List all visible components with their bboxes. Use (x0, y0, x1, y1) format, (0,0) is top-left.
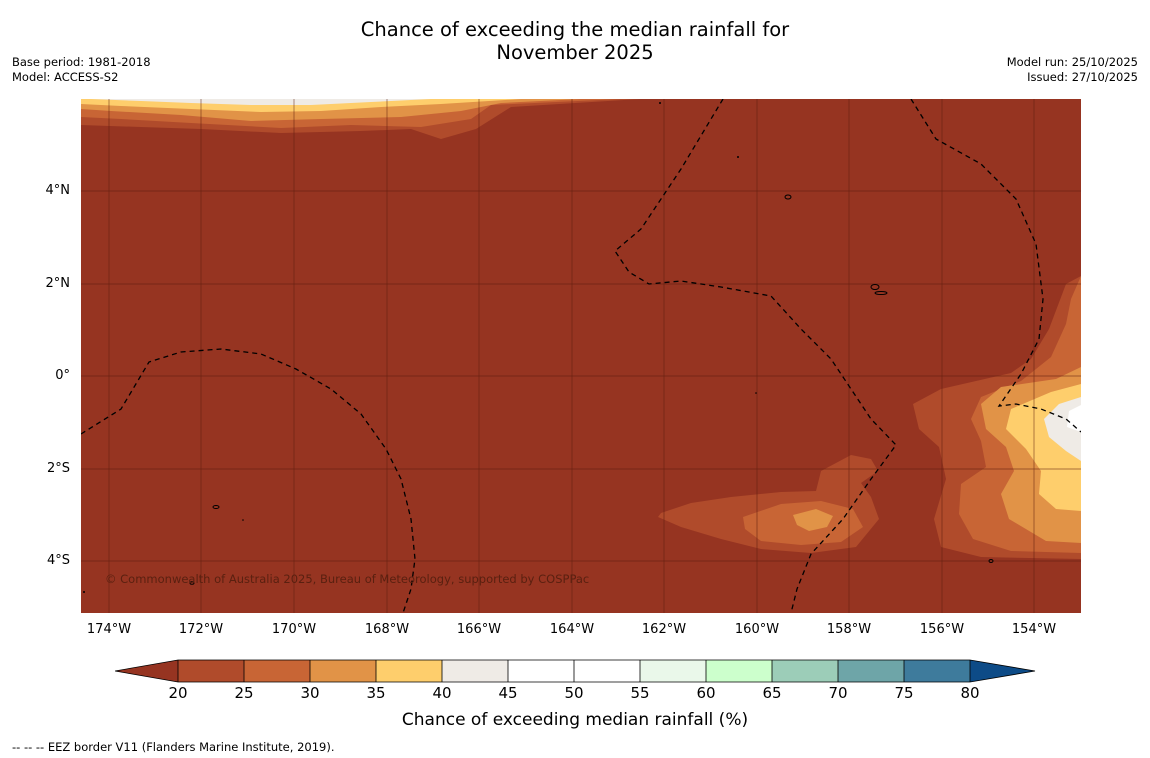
island-outlines (189, 194, 994, 585)
lon-label-166w: 166°W (456, 622, 502, 637)
colorbar-segment (904, 660, 970, 682)
colorbar-tick: 20 (168, 684, 188, 702)
lon-label-174w: 174°W (86, 622, 132, 637)
model-name: Model: ACCESS-S2 (12, 70, 119, 84)
graticule-lines (81, 99, 1081, 613)
top-band-45 (91, 99, 431, 105)
eez-legend-note: -- -- -- EEZ border V11 (Flanders Marine… (12, 740, 335, 754)
rainfall-map: © Commonwealth of Australia 2025, Bureau… (81, 99, 1081, 613)
eez-border-central (614, 99, 897, 613)
colorbar-tick: 80 (960, 684, 980, 702)
lon-label-168w: 168°W (364, 622, 410, 637)
colorbar-tick: 65 (762, 684, 782, 702)
lon-label-154w: 154°W (1011, 622, 1057, 637)
colorbar-segment (178, 660, 244, 682)
eez-border-west (81, 348, 416, 613)
issued-date: Issued: 27/10/2025 (1027, 70, 1138, 84)
island (784, 194, 792, 200)
model-info: Base period: 1981-2018 Model: ACCESS-S2 (12, 55, 151, 85)
lat-label-4s: 4°S (46, 553, 70, 568)
lon-label-164w: 164°W (549, 622, 595, 637)
east-band-30-edge (1069, 296, 1081, 348)
colorbar-tick: 30 (300, 684, 320, 702)
island (83, 591, 85, 593)
colorbar-tick: 25 (234, 684, 254, 702)
lon-label-156w: 156°W (919, 622, 965, 637)
colorbar-tick: 50 (564, 684, 584, 702)
eez-borders (81, 99, 1081, 613)
colorbar-label: Chance of exceeding median rainfall (%) (401, 710, 749, 730)
island (874, 291, 888, 295)
colorbar-segment (244, 660, 310, 682)
colorbar-segment (772, 660, 838, 682)
base-period: Base period: 1981-2018 (12, 55, 151, 69)
model-run: Model run: 25/10/2025 (1006, 55, 1138, 69)
east-band-50 (1067, 405, 1081, 432)
lat-label-2n: 2°N (45, 276, 71, 291)
island (755, 392, 757, 394)
colorbar-tick: 45 (498, 684, 518, 702)
title-line-1: Chance of exceeding the median rainfall … (360, 18, 790, 41)
lon-label-170w: 170°W (271, 622, 317, 637)
colorbar-segment (640, 660, 706, 682)
map-title: Chance of exceeding the median rainfall … (0, 18, 1150, 64)
colorbar-segment (508, 660, 574, 682)
colorbar-segment (310, 660, 376, 682)
colorbar-tick: 35 (366, 684, 386, 702)
lat-label-4n: 4°N (45, 183, 71, 198)
island (189, 581, 195, 585)
colorbar-tick: 70 (828, 684, 848, 702)
island (242, 519, 244, 521)
south-patch-35 (793, 509, 833, 531)
colorbar-tick: 60 (696, 684, 716, 702)
island (870, 284, 880, 290)
colorbar-segment (838, 660, 904, 682)
lon-label-158w: 158°W (826, 622, 872, 637)
lon-label-160w: 160°W (734, 622, 780, 637)
copyright-notice: © Commonwealth of Australia 2025, Bureau… (105, 572, 590, 586)
colorbar-low-arrow (115, 660, 178, 682)
colorbar-segment (574, 660, 640, 682)
colorbar-tick: 40 (432, 684, 452, 702)
island (212, 505, 220, 509)
run-info: Model run: 25/10/2025 Issued: 27/10/2025 (1007, 55, 1138, 85)
lat-label-2s: 2°S (46, 461, 70, 476)
island (988, 559, 994, 563)
map-background-band-20 (81, 99, 1081, 613)
colorbar-segment (442, 660, 508, 682)
lat-label-0: 0° (55, 368, 70, 383)
colorbar-tick: 55 (630, 684, 650, 702)
island (737, 156, 739, 158)
island-dots (83, 102, 757, 593)
lon-label-172w: 172°W (178, 622, 224, 637)
colorbar-segment (706, 660, 772, 682)
colorbar-segment (376, 660, 442, 682)
lon-label-162w: 162°W (641, 622, 687, 637)
island (659, 102, 661, 104)
colorbar-tick: 75 (894, 684, 914, 702)
title-line-2: November 2025 (496, 41, 654, 64)
colorbar (114, 659, 1037, 689)
colorbar-high-arrow (970, 660, 1035, 682)
